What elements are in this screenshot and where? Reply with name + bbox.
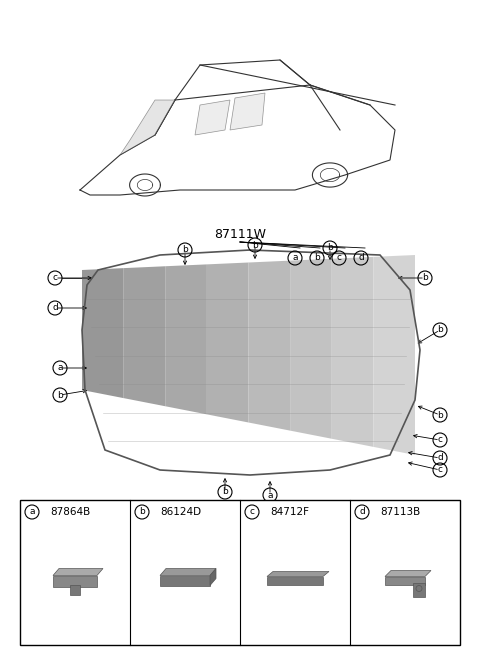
Text: 87111W: 87111W bbox=[214, 228, 266, 241]
FancyBboxPatch shape bbox=[20, 500, 460, 645]
Text: a: a bbox=[29, 508, 35, 516]
Text: b: b bbox=[222, 487, 228, 497]
Polygon shape bbox=[249, 260, 290, 430]
FancyBboxPatch shape bbox=[413, 583, 425, 596]
FancyBboxPatch shape bbox=[267, 577, 323, 584]
Text: b: b bbox=[314, 253, 320, 262]
FancyBboxPatch shape bbox=[70, 584, 80, 594]
Polygon shape bbox=[373, 255, 415, 455]
Polygon shape bbox=[82, 268, 124, 398]
Polygon shape bbox=[332, 257, 373, 447]
Text: d: d bbox=[359, 508, 365, 516]
Text: 84712F: 84712F bbox=[270, 507, 309, 517]
Polygon shape bbox=[290, 258, 332, 439]
Text: b: b bbox=[437, 411, 443, 419]
Polygon shape bbox=[124, 266, 165, 406]
Polygon shape bbox=[195, 100, 230, 135]
Text: b: b bbox=[422, 274, 428, 283]
Text: a: a bbox=[57, 363, 63, 373]
Polygon shape bbox=[267, 571, 329, 577]
Text: b: b bbox=[437, 325, 443, 335]
Text: c: c bbox=[336, 253, 341, 262]
Text: d: d bbox=[437, 453, 443, 462]
Text: d: d bbox=[358, 253, 364, 262]
Text: b: b bbox=[327, 243, 333, 253]
FancyBboxPatch shape bbox=[53, 575, 97, 586]
Polygon shape bbox=[120, 100, 175, 155]
Text: 87113B: 87113B bbox=[380, 507, 420, 517]
Text: c: c bbox=[437, 466, 443, 474]
Text: 87864B: 87864B bbox=[50, 507, 90, 517]
Polygon shape bbox=[160, 569, 216, 575]
Text: b: b bbox=[57, 390, 63, 400]
Text: b: b bbox=[139, 508, 145, 516]
Polygon shape bbox=[53, 569, 103, 575]
Text: d: d bbox=[52, 304, 58, 312]
Polygon shape bbox=[230, 93, 265, 130]
FancyBboxPatch shape bbox=[160, 575, 210, 586]
Text: c: c bbox=[437, 436, 443, 445]
Text: a: a bbox=[292, 253, 298, 262]
FancyBboxPatch shape bbox=[385, 577, 425, 584]
Text: b: b bbox=[252, 241, 258, 249]
Text: b: b bbox=[182, 245, 188, 255]
Text: c: c bbox=[250, 508, 254, 516]
Polygon shape bbox=[207, 262, 249, 422]
Polygon shape bbox=[210, 569, 216, 586]
Text: a: a bbox=[267, 491, 273, 499]
Text: c: c bbox=[52, 274, 58, 283]
Polygon shape bbox=[385, 571, 431, 577]
Text: 86124D: 86124D bbox=[160, 507, 201, 517]
Polygon shape bbox=[165, 264, 207, 415]
